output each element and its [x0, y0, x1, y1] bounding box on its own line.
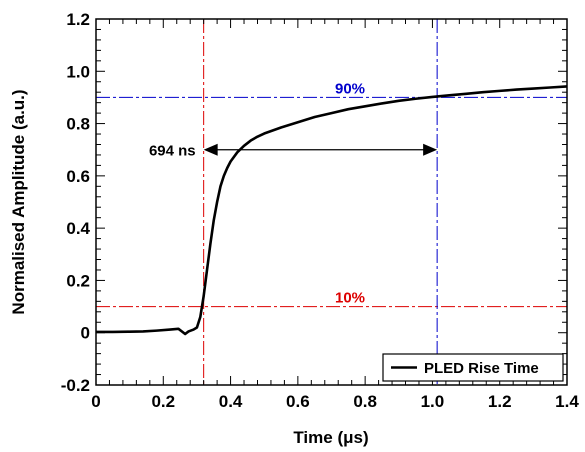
x-tick-label: 0.8 [353, 392, 377, 411]
x-tick-label: 1.4 [555, 392, 579, 411]
x-tick-label: 0.6 [286, 392, 310, 411]
y-tick-label: 1.0 [66, 62, 90, 81]
y-tick-label: 0.4 [66, 219, 90, 238]
x-axis-title: Time (μs) [293, 428, 368, 447]
y-tick-label: 0.6 [66, 167, 90, 186]
y-tick-label: 0.2 [66, 271, 90, 290]
annotation-layer: 90% 10% 694 ns [149, 80, 438, 307]
y-tick-label: -0.2 [61, 376, 90, 395]
x-tick-label: 1.2 [488, 392, 512, 411]
series-line-pled-rise-time [96, 85, 567, 336]
y-axis-title: Normalised Amplitude (a.u.) [9, 89, 28, 314]
duration-label: 694 ns [149, 143, 196, 160]
x-tick-label: 0.2 [151, 392, 175, 411]
series-layer [96, 85, 567, 336]
reference-label: 10% [335, 290, 365, 307]
x-tick-label: 0 [91, 392, 100, 411]
plot-frame [95, 18, 568, 386]
legend-entry-label: PLED Rise Time [424, 360, 539, 377]
axis-tick-labels: 0 0.2 0.4 0.6 0.8 1.0 1.2 1.4-0.200.20.40.60.81… [61, 10, 580, 411]
duration-arrow-head-right [423, 143, 438, 156]
legend: PLED Rise Time [382, 353, 564, 382]
x-tick-label: 1.0 [421, 392, 445, 411]
x-tick-label: 0.4 [219, 392, 243, 411]
axis-ticks [95, 18, 568, 386]
y-tick-label: 0.8 [66, 115, 90, 134]
y-tick-label: 0 [81, 324, 90, 343]
y-tick-label: 1.2 [66, 10, 90, 29]
duration-arrow-head-left [203, 143, 218, 156]
reference-lines [96, 19, 567, 385]
reference-label: 90% [335, 80, 365, 97]
